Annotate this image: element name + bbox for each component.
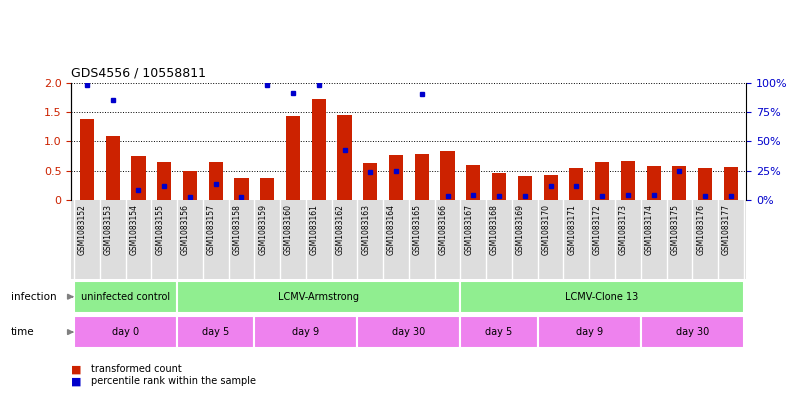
Text: GSM1083174: GSM1083174 xyxy=(645,204,653,255)
Text: GSM1083168: GSM1083168 xyxy=(490,204,499,255)
Text: ■: ■ xyxy=(71,364,82,375)
Bar xyxy=(254,316,357,348)
Bar xyxy=(177,281,461,313)
Text: infection: infection xyxy=(10,292,56,302)
Text: GSM1083164: GSM1083164 xyxy=(387,204,396,255)
Bar xyxy=(131,156,145,200)
Text: GSM1083171: GSM1083171 xyxy=(568,204,576,255)
Text: GSM1083162: GSM1083162 xyxy=(336,204,345,255)
Bar xyxy=(363,163,377,200)
Bar xyxy=(74,316,177,348)
Bar xyxy=(106,136,120,200)
Text: LCMV-Armstrong: LCMV-Armstrong xyxy=(278,292,359,302)
Text: GSM1083163: GSM1083163 xyxy=(361,204,370,255)
Text: GSM1083175: GSM1083175 xyxy=(670,204,680,255)
Text: GSM1083169: GSM1083169 xyxy=(516,204,525,255)
Text: time: time xyxy=(10,327,34,337)
Text: GSM1083157: GSM1083157 xyxy=(206,204,216,255)
Text: GSM1083170: GSM1083170 xyxy=(542,204,550,255)
Text: uninfected control: uninfected control xyxy=(81,292,170,302)
Text: day 9: day 9 xyxy=(576,327,603,337)
Bar xyxy=(183,171,197,200)
Bar xyxy=(441,151,455,200)
Bar xyxy=(461,281,744,313)
Bar xyxy=(538,316,641,348)
Text: GSM1083154: GSM1083154 xyxy=(129,204,138,255)
Text: GSM1083176: GSM1083176 xyxy=(696,204,705,255)
Text: GSM1083159: GSM1083159 xyxy=(258,204,268,255)
Bar xyxy=(234,178,249,200)
Bar xyxy=(673,166,687,200)
Text: GSM1083166: GSM1083166 xyxy=(438,204,448,255)
Text: day 30: day 30 xyxy=(392,327,426,337)
Text: GDS4556 / 10558811: GDS4556 / 10558811 xyxy=(71,66,206,79)
Text: GSM1083177: GSM1083177 xyxy=(722,204,731,255)
Text: GSM1083172: GSM1083172 xyxy=(593,204,602,255)
Text: ■: ■ xyxy=(71,376,82,386)
Text: GSM1083158: GSM1083158 xyxy=(233,204,241,255)
Bar xyxy=(518,176,532,200)
Bar xyxy=(461,316,538,348)
Bar xyxy=(646,166,661,200)
Bar xyxy=(544,175,557,200)
Text: day 0: day 0 xyxy=(112,327,139,337)
Bar xyxy=(724,167,738,200)
Bar xyxy=(569,168,584,200)
Bar xyxy=(74,281,177,313)
Bar xyxy=(414,154,429,200)
Bar xyxy=(80,119,94,200)
Text: GSM1083165: GSM1083165 xyxy=(413,204,422,255)
Bar xyxy=(157,162,172,200)
Text: GSM1083153: GSM1083153 xyxy=(104,204,113,255)
Bar xyxy=(641,316,744,348)
Text: day 5: day 5 xyxy=(202,327,229,337)
Bar xyxy=(177,316,254,348)
Bar xyxy=(389,155,403,200)
Text: GSM1083160: GSM1083160 xyxy=(284,204,293,255)
Bar xyxy=(621,161,635,200)
Text: percentile rank within the sample: percentile rank within the sample xyxy=(91,376,256,386)
Text: GSM1083152: GSM1083152 xyxy=(78,204,87,255)
Text: GSM1083167: GSM1083167 xyxy=(464,204,473,255)
Bar xyxy=(286,116,300,200)
Text: LCMV-Clone 13: LCMV-Clone 13 xyxy=(565,292,638,302)
Bar xyxy=(698,168,712,200)
Text: transformed count: transformed count xyxy=(91,364,182,375)
Text: day 30: day 30 xyxy=(676,327,709,337)
Text: GSM1083155: GSM1083155 xyxy=(155,204,164,255)
Text: day 9: day 9 xyxy=(292,327,319,337)
Bar xyxy=(357,316,461,348)
Bar xyxy=(595,162,609,200)
Bar xyxy=(312,99,326,200)
Bar xyxy=(260,178,274,200)
Bar xyxy=(492,173,506,200)
Text: GSM1083173: GSM1083173 xyxy=(619,204,628,255)
Bar xyxy=(466,165,480,200)
Text: GSM1083161: GSM1083161 xyxy=(310,204,318,255)
Bar xyxy=(209,162,223,200)
Bar xyxy=(337,115,352,200)
Text: GSM1083156: GSM1083156 xyxy=(181,204,190,255)
Text: day 5: day 5 xyxy=(485,327,513,337)
